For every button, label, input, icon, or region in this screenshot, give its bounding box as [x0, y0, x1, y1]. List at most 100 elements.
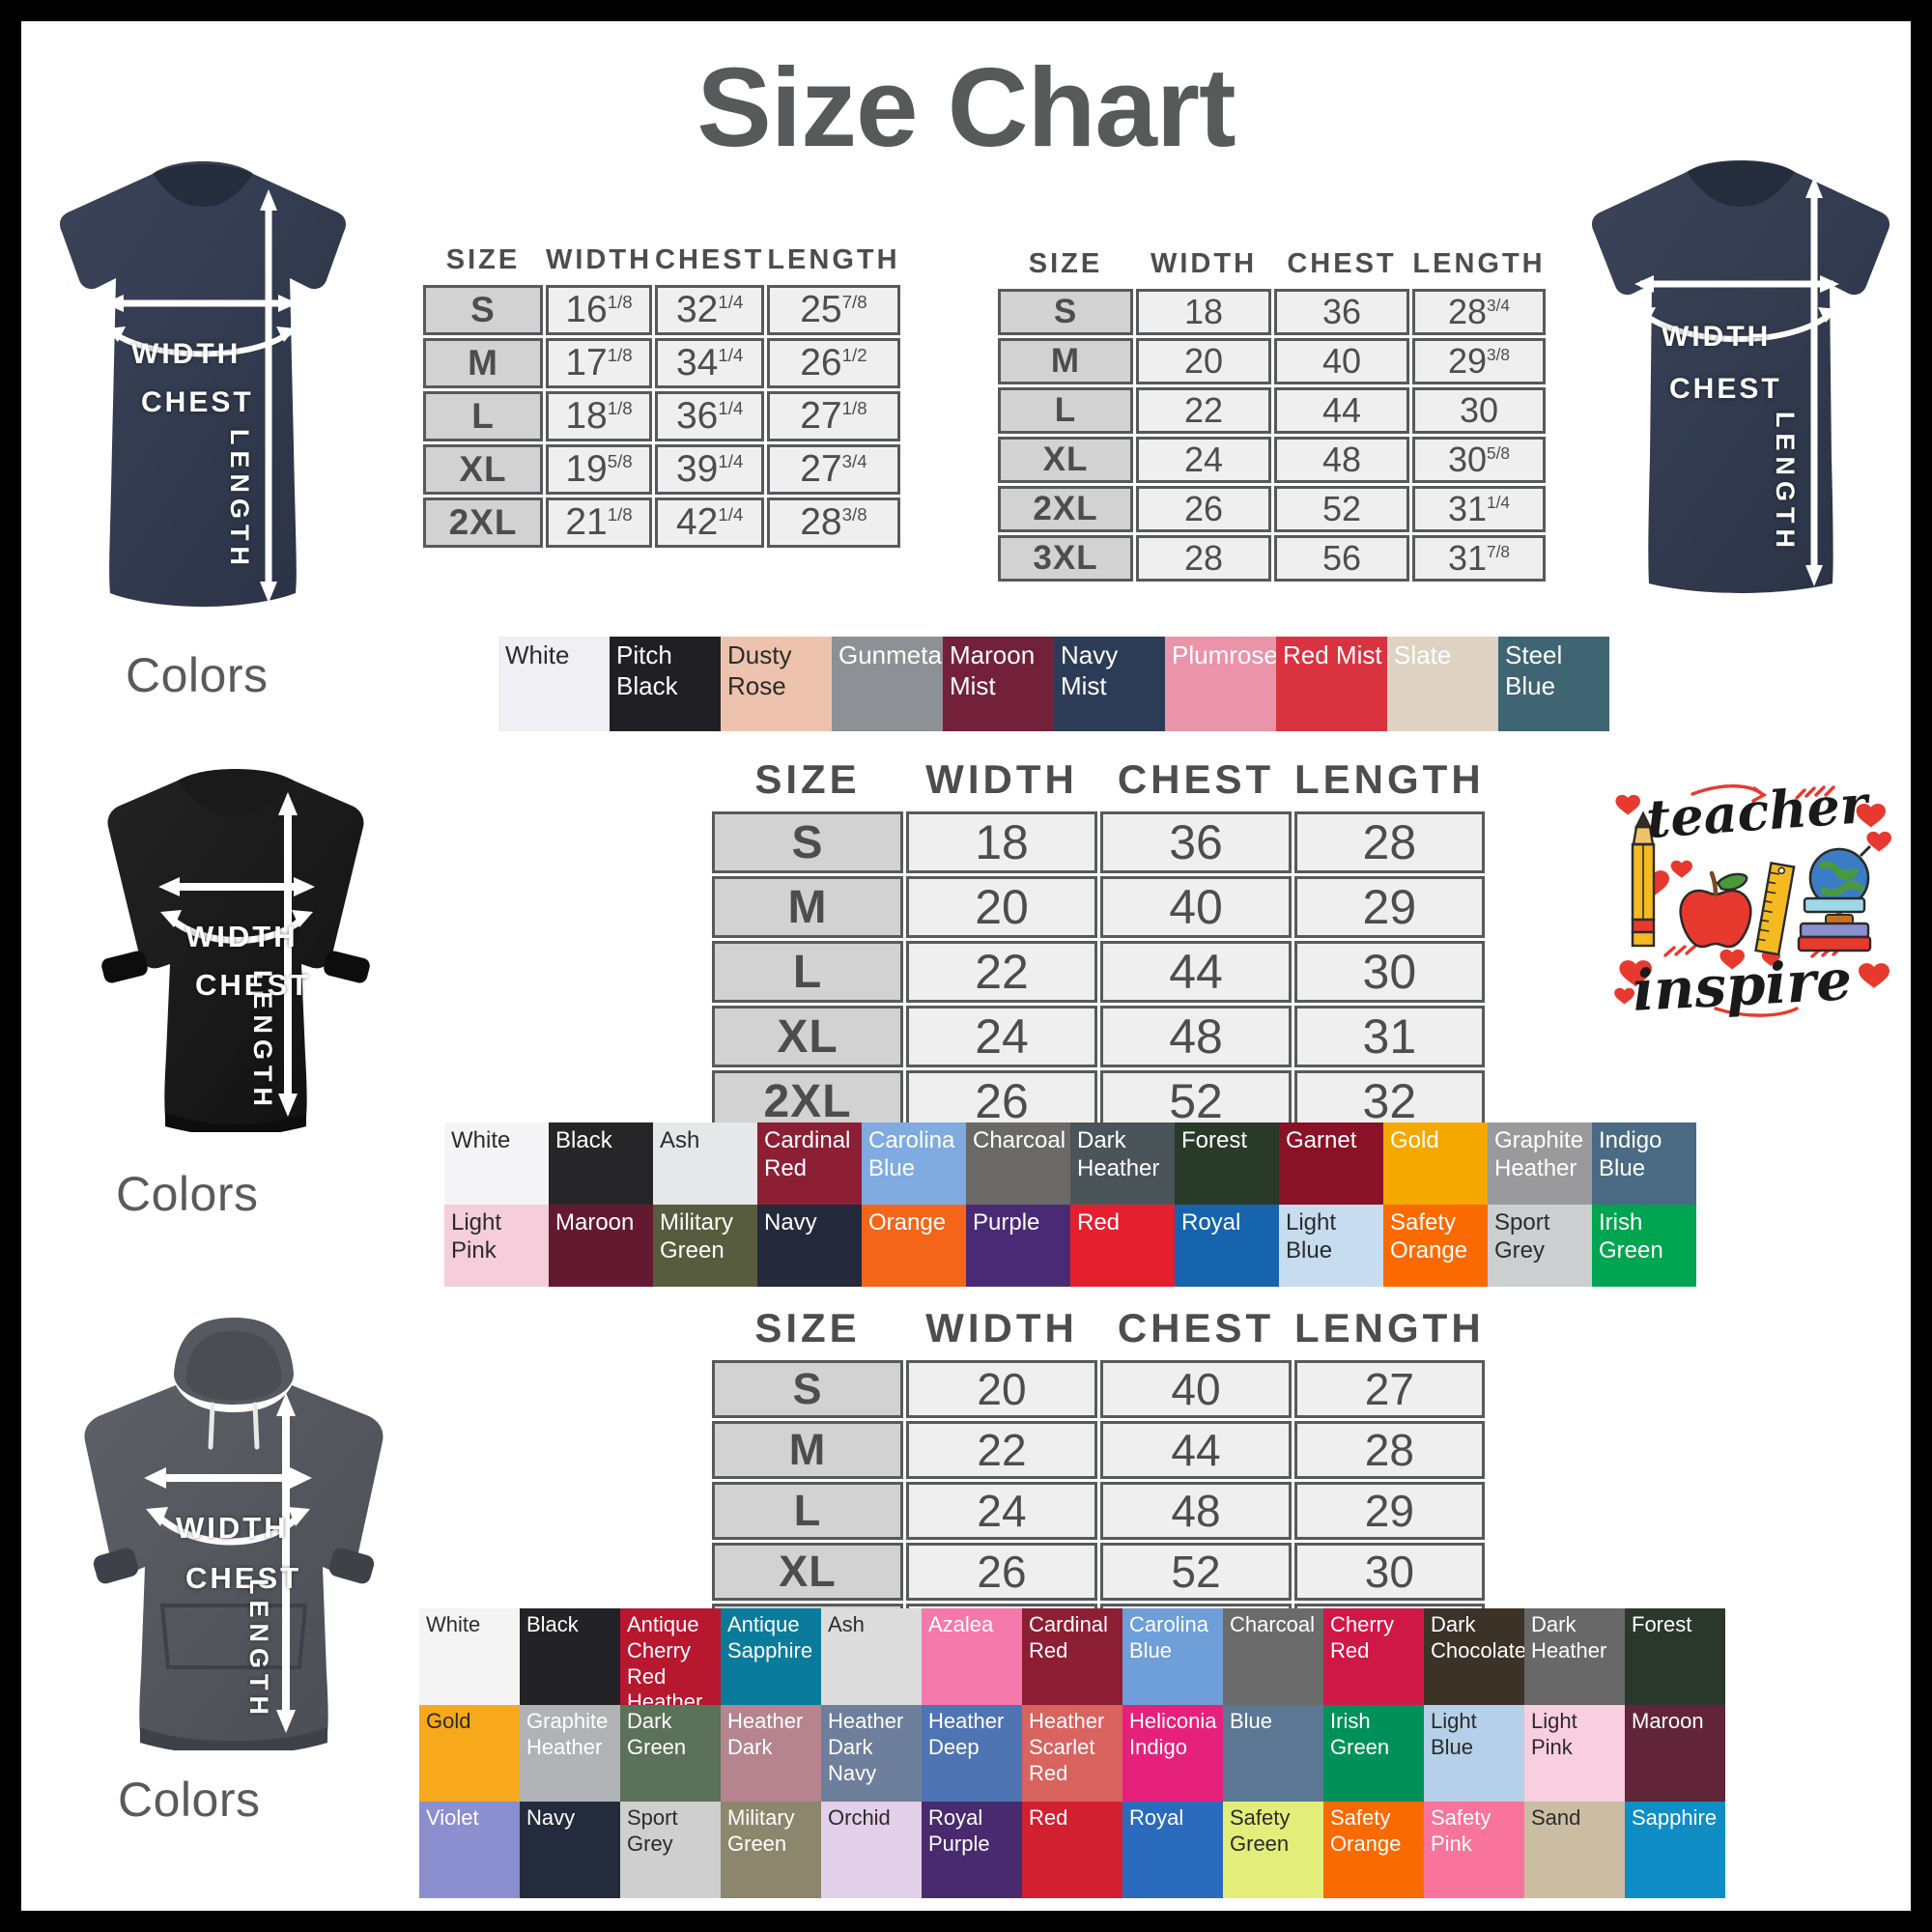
color-swatch[interactable]: Light Blue [1424, 1705, 1524, 1802]
color-swatch[interactable]: Orchid [821, 1802, 922, 1898]
color-swatch[interactable]: Dusty Rose [721, 637, 832, 731]
table-row: S 161/8 321/4 257/8 [423, 285, 900, 335]
color-swatch[interactable]: Safety Green [1223, 1802, 1323, 1898]
color-swatch[interactable]: Safety Pink [1424, 1802, 1524, 1898]
color-swatch[interactable]: Pitch Black [610, 637, 721, 731]
col-header-chest: CHEST [1117, 756, 1275, 802]
color-swatch[interactable]: Sport Grey [620, 1802, 721, 1898]
color-swatch[interactable]: Carolina Blue [1122, 1608, 1223, 1705]
cell-width: 24 [1136, 437, 1271, 483]
table-row: S 20 40 27 [712, 1360, 1485, 1418]
color-swatch[interactable]: Ash [821, 1608, 922, 1705]
color-swatch[interactable]: White [419, 1608, 520, 1705]
color-swatch[interactable]: Dark Green [620, 1705, 721, 1802]
color-swatch[interactable]: Light Pink [444, 1205, 549, 1287]
color-swatch[interactable]: Azalea [922, 1608, 1022, 1705]
color-swatch-label: Pitch Black [616, 640, 678, 700]
color-swatch[interactable]: Steel Blue [1498, 637, 1609, 731]
color-swatch[interactable]: Purple [966, 1205, 1070, 1287]
color-swatch[interactable]: Heather Dark Navy [821, 1705, 922, 1802]
womens-width-label: WIDTH [131, 338, 242, 370]
color-swatch[interactable]: Royal Purple [922, 1802, 1022, 1898]
color-swatch[interactable]: Military Green [653, 1205, 757, 1287]
color-swatch[interactable]: Sapphire [1625, 1802, 1725, 1898]
color-swatch-label: Military Green [727, 1805, 795, 1856]
color-swatch[interactable]: Slate [1387, 637, 1498, 731]
color-swatch[interactable]: White [444, 1122, 549, 1205]
color-swatch-label: Ash [660, 1127, 700, 1153]
color-swatch[interactable]: Dark Heather [1070, 1122, 1175, 1205]
color-swatch[interactable]: Gold [419, 1705, 520, 1802]
color-swatch[interactable]: Navy [757, 1205, 862, 1287]
color-swatch[interactable]: Violet [419, 1802, 520, 1898]
color-swatch[interactable]: Heather Dark [721, 1705, 821, 1802]
color-swatch[interactable]: Garnet [1279, 1122, 1383, 1205]
color-swatch[interactable]: Safety Orange [1383, 1205, 1488, 1287]
color-swatch[interactable]: Carolina Blue [862, 1122, 966, 1205]
longsleeve-colors-caption: Colors [116, 1167, 259, 1221]
color-swatch[interactable]: Blue [1223, 1705, 1323, 1802]
cell-length: 271/8 [767, 391, 900, 441]
color-swatch[interactable]: Irish Green [1323, 1705, 1424, 1802]
color-swatch[interactable]: Maroon Mist [943, 637, 1054, 731]
color-swatch[interactable]: Plumrose [1165, 637, 1276, 731]
color-swatch[interactable]: Royal [1122, 1802, 1223, 1898]
color-swatch-label: Cherry Red [1330, 1612, 1395, 1662]
col-header-length: LENGTH [1294, 756, 1485, 802]
color-swatch[interactable]: Graphite Heather [520, 1705, 620, 1802]
color-swatch-label: Red Mist [1283, 640, 1382, 669]
color-swatch[interactable]: Indigo Blue [1592, 1122, 1696, 1205]
color-swatch[interactable]: Red [1022, 1802, 1122, 1898]
color-swatch[interactable]: Light Pink [1524, 1705, 1625, 1802]
col-header-length: LENGTH [1412, 248, 1546, 279]
color-swatch-label: Carolina Blue [868, 1127, 955, 1182]
color-swatch[interactable]: Maroon [549, 1205, 653, 1287]
color-swatch[interactable]: Sand [1524, 1802, 1625, 1898]
color-swatch[interactable]: Cardinal Red [757, 1122, 862, 1205]
long-sleeve-figure: WIDTH CHEST LENGTH [56, 765, 413, 1132]
color-swatch-label: Royal [1181, 1209, 1241, 1236]
color-swatch[interactable]: Gold [1383, 1122, 1488, 1205]
color-swatch[interactable]: Red Mist [1276, 637, 1387, 731]
color-swatch[interactable]: Antique Cherry Red Heather [620, 1608, 721, 1705]
color-swatch[interactable]: Heliconia Indigo [1122, 1705, 1223, 1802]
color-swatch[interactable]: Graphite Heather [1488, 1122, 1592, 1205]
color-swatch-label: Royal Purple [928, 1805, 990, 1856]
color-swatch[interactable]: Maroon [1625, 1705, 1725, 1802]
color-swatch[interactable]: Sport Grey [1488, 1205, 1592, 1287]
color-swatch[interactable]: Black [520, 1608, 620, 1705]
cell-width: 28 [1136, 535, 1271, 582]
color-swatch[interactable]: Heather Scarlet Red [1022, 1705, 1122, 1802]
color-swatch[interactable]: Cherry Red [1323, 1608, 1424, 1705]
color-swatch[interactable]: Safety Orange [1323, 1802, 1424, 1898]
cell-size: S [423, 285, 543, 335]
color-swatch[interactable]: Orange [862, 1205, 966, 1287]
cell-width: 22 [1136, 387, 1271, 434]
color-swatch[interactable]: Dark Chocolate [1424, 1608, 1524, 1705]
color-swatch[interactable]: Navy [520, 1802, 620, 1898]
color-swatch[interactable]: Antique Sapphire [721, 1608, 821, 1705]
color-swatch[interactable]: Irish Green [1592, 1205, 1696, 1287]
color-swatch[interactable]: Black [549, 1122, 653, 1205]
color-swatch[interactable]: Charcoal [1223, 1608, 1323, 1705]
hoodie-figure: WIDTH CHEST LENGTH [50, 1316, 417, 1750]
color-swatch[interactable]: Heather Deep [922, 1705, 1022, 1802]
col-header-chest: CHEST [1287, 248, 1397, 279]
cell-size: L [998, 387, 1133, 434]
color-swatch[interactable]: Light Blue [1279, 1205, 1383, 1287]
color-swatch[interactable]: White [498, 637, 610, 731]
color-swatch[interactable]: Ash [653, 1122, 757, 1205]
color-swatch[interactable]: Gunmetal [832, 637, 943, 731]
color-swatch[interactable]: Royal [1175, 1205, 1279, 1287]
color-swatch-label: Sand [1531, 1805, 1581, 1830]
color-swatch[interactable]: Red [1070, 1205, 1175, 1287]
color-swatch[interactable]: Navy Mist [1054, 637, 1165, 731]
color-swatch[interactable]: Forest [1175, 1122, 1279, 1205]
color-swatch[interactable]: Military Green [721, 1802, 821, 1898]
color-swatch[interactable]: Dark Heather [1524, 1608, 1625, 1705]
color-swatch-label: Heather Deep [928, 1709, 1005, 1759]
color-swatch[interactable]: Cardinal Red [1022, 1608, 1122, 1705]
color-swatch[interactable]: Forest [1625, 1608, 1725, 1705]
cell-size: XL [423, 444, 543, 495]
color-swatch[interactable]: Charcoal [966, 1122, 1070, 1205]
